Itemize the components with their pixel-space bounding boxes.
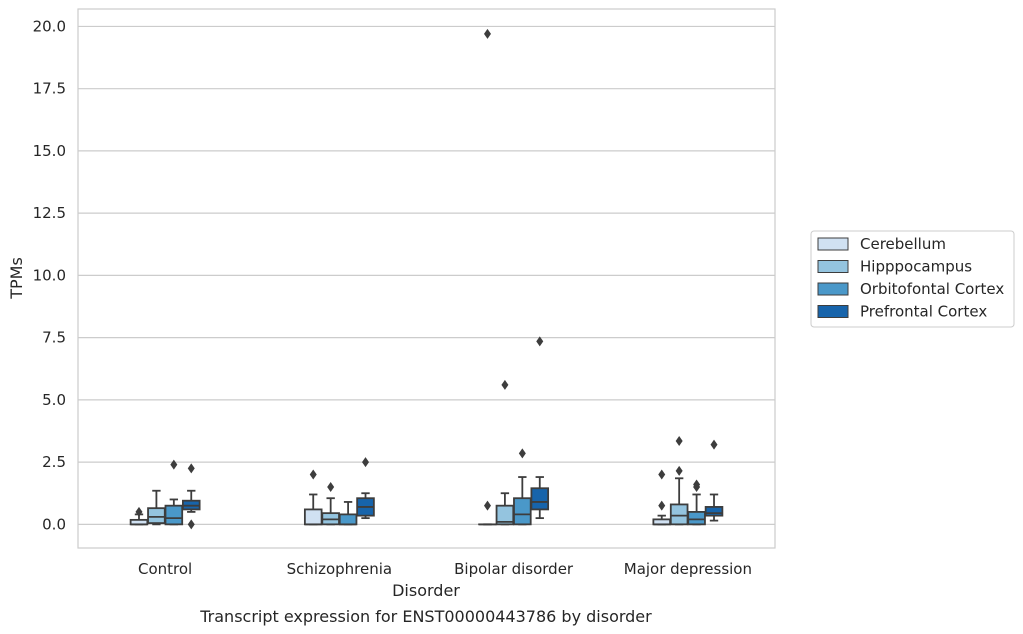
plot-frame xyxy=(77,8,776,549)
box-iqr xyxy=(338,513,358,526)
x-tick-label: Schizophrenia xyxy=(287,560,392,578)
box-iqr xyxy=(513,497,532,526)
outlier-point xyxy=(518,448,526,459)
box-iqr xyxy=(669,503,689,526)
outlier-point xyxy=(327,482,335,493)
outlier-point xyxy=(710,439,718,450)
outlier-point xyxy=(483,28,491,39)
x-tick-label: Bipolar disorder xyxy=(454,560,574,578)
box-2-2 xyxy=(513,448,532,526)
box-2-0 xyxy=(478,28,497,526)
outlier-point xyxy=(658,469,666,480)
box-iqr xyxy=(704,506,724,517)
legend-swatch xyxy=(817,282,849,296)
outlier-point xyxy=(675,435,683,446)
gridlines xyxy=(78,25,775,525)
x-tick-label: Major depression xyxy=(624,560,752,578)
box-iqr xyxy=(147,507,166,525)
box-2-3 xyxy=(530,336,550,520)
box-iqr xyxy=(164,504,184,526)
box-1-0 xyxy=(303,469,323,526)
box-1-3 xyxy=(356,457,375,520)
outlier-point xyxy=(501,379,509,390)
box-plot-area xyxy=(129,28,724,530)
box-0-0 xyxy=(129,506,149,526)
x-axis-title: Disorder xyxy=(392,581,460,600)
box-2-1 xyxy=(495,379,515,526)
legend-label: Orbitofontal Cortex xyxy=(860,280,1004,298)
y-tick-label: 15.0 xyxy=(33,142,66,160)
outlier-point xyxy=(187,463,195,474)
y-tick-label: 2.5 xyxy=(42,453,66,471)
y-tick-label: 0.0 xyxy=(42,515,66,533)
outlier-point xyxy=(135,506,143,517)
outlier-point xyxy=(693,479,701,490)
outlier-point xyxy=(362,457,370,468)
box-iqr xyxy=(687,511,706,526)
box-3-0 xyxy=(652,469,672,526)
legend-label: Prefrontal Cortex xyxy=(860,303,987,321)
y-tick-labels: 0.0 2.5 5.0 7.5 10.0 12.5 15.0 17.5 20.0 xyxy=(33,17,66,533)
outlier-point xyxy=(675,465,683,476)
y-tick-label: 17.5 xyxy=(33,80,66,98)
outlier-point xyxy=(658,500,666,511)
outlier-point xyxy=(187,519,195,530)
y-tick-label: 5.0 xyxy=(42,391,66,409)
x-tick-label: Control xyxy=(138,560,192,578)
legend-label: Hipppocampus xyxy=(860,258,972,276)
legend-frame xyxy=(810,230,1015,328)
legend-label: Cerebellum xyxy=(860,235,946,253)
y-tick-label: 7.5 xyxy=(42,329,66,347)
legend-swatch xyxy=(817,260,849,273)
legend-swatch xyxy=(817,237,849,251)
legend-swatch xyxy=(817,305,849,318)
box-1-1 xyxy=(321,482,340,526)
box-3-2 xyxy=(687,479,706,526)
x-tick-labels: Control Schizophrenia Bipolar disorder Majo… xyxy=(138,560,752,578)
y-tick-label: 10.0 xyxy=(33,266,66,284)
legend: Cerebellum Hipppocampus Orbitofontal Corte… xyxy=(810,230,1015,328)
box-iqr xyxy=(530,487,550,511)
y-tick-label: 20.0 xyxy=(33,17,66,35)
box-0-2 xyxy=(164,459,184,526)
box-3-3 xyxy=(704,439,724,522)
outlier-point xyxy=(483,500,491,511)
y-tick-label: 12.5 xyxy=(33,204,66,222)
y-axis-title: TPMs xyxy=(7,257,26,300)
box-3-1 xyxy=(669,435,689,526)
outlier-point xyxy=(309,469,317,480)
outlier-point xyxy=(170,459,178,470)
box-0-1 xyxy=(147,489,166,526)
box-0-3 xyxy=(181,463,201,530)
outlier-point xyxy=(536,336,544,347)
chart-caption: Transcript expression for ENST0000044378… xyxy=(199,607,652,626)
box-iqr xyxy=(303,508,323,526)
box-1-2 xyxy=(338,501,358,526)
